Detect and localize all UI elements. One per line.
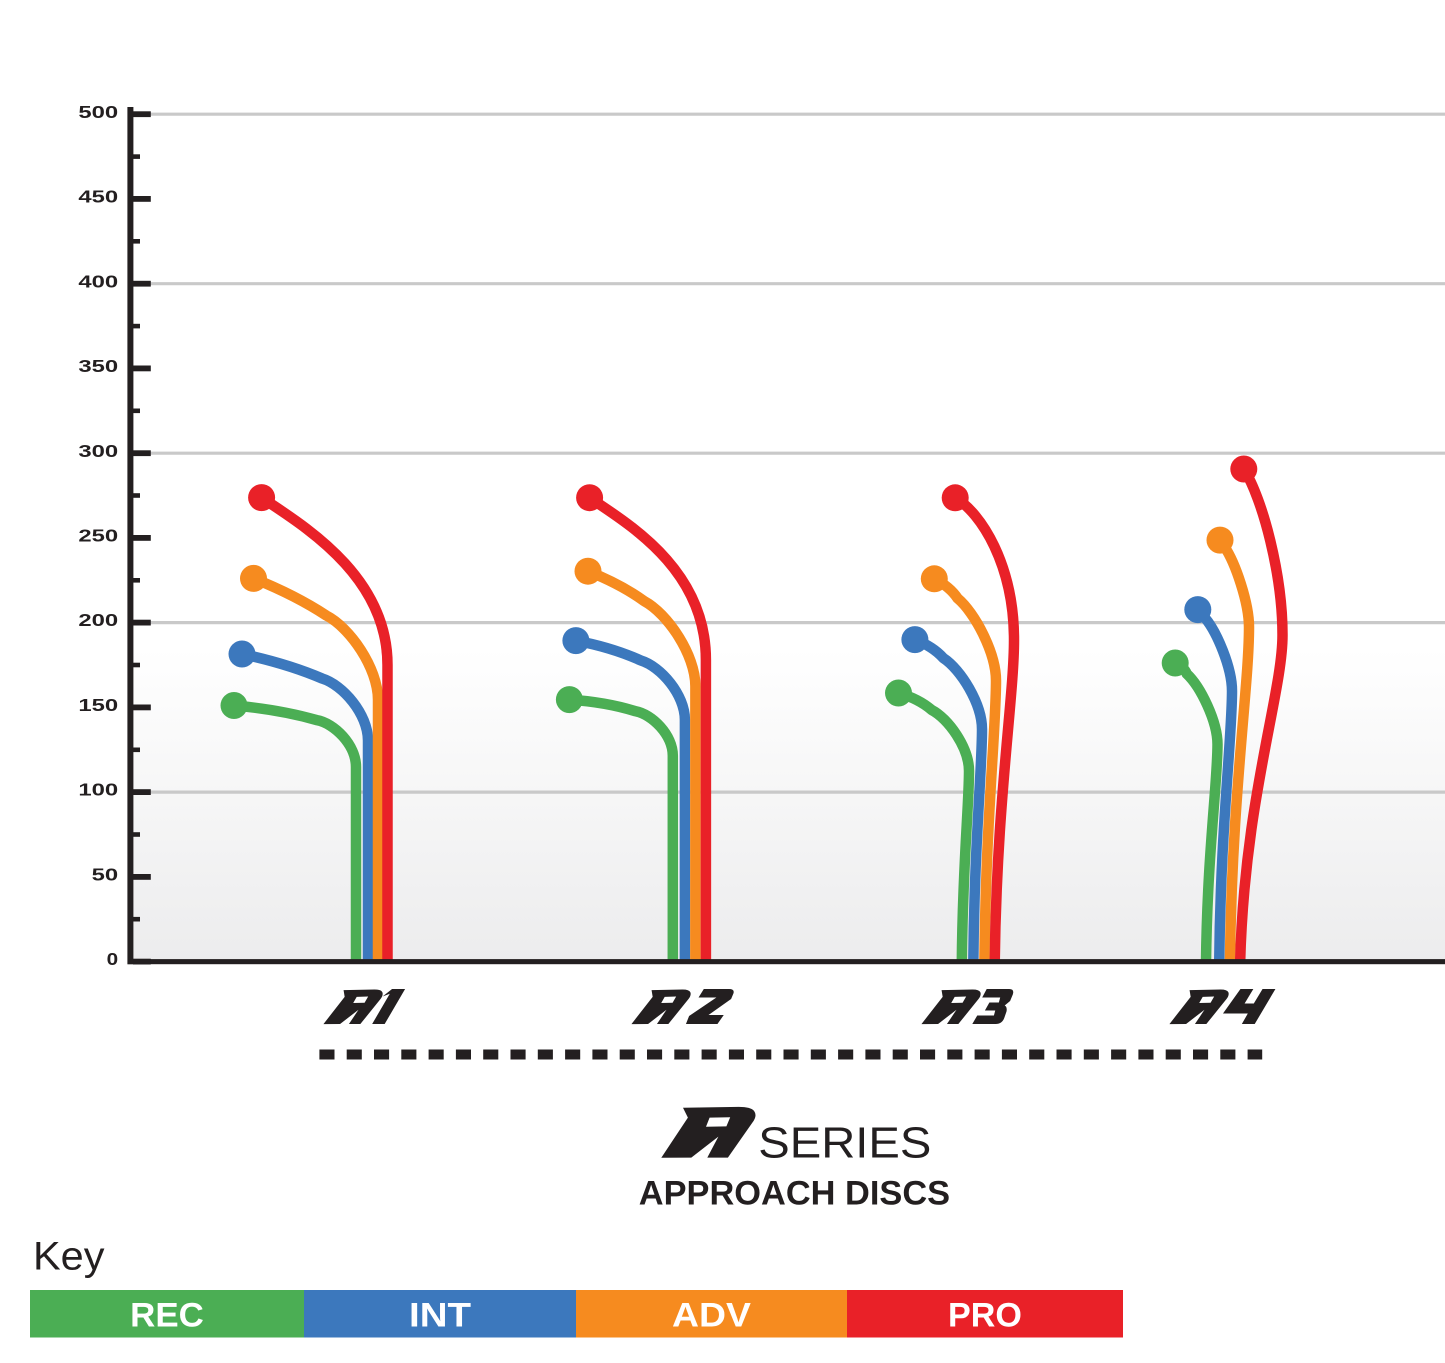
svg-text:450: 450	[78, 187, 118, 207]
svg-text:APPROACH DISCS: APPROACH DISCS	[639, 1175, 950, 1213]
svg-text:SERIES: SERIES	[758, 1119, 931, 1167]
svg-text:250: 250	[78, 526, 118, 546]
svg-text:PRO: PRO	[948, 1296, 1022, 1334]
svg-text:50: 50	[92, 865, 119, 885]
svg-text:INT: INT	[409, 1296, 471, 1334]
svg-text:0: 0	[107, 949, 119, 969]
svg-text:350: 350	[78, 356, 118, 376]
svg-text:REC: REC	[130, 1296, 204, 1334]
svg-text:400: 400	[78, 271, 118, 291]
svg-text:500: 500	[78, 102, 118, 122]
svg-text:ADV: ADV	[672, 1296, 751, 1334]
svg-text:Key: Key	[33, 1235, 105, 1279]
svg-text:150: 150	[78, 695, 118, 715]
svg-text:300: 300	[78, 441, 118, 461]
svg-text:200: 200	[78, 610, 118, 630]
svg-text:100: 100	[78, 780, 118, 800]
